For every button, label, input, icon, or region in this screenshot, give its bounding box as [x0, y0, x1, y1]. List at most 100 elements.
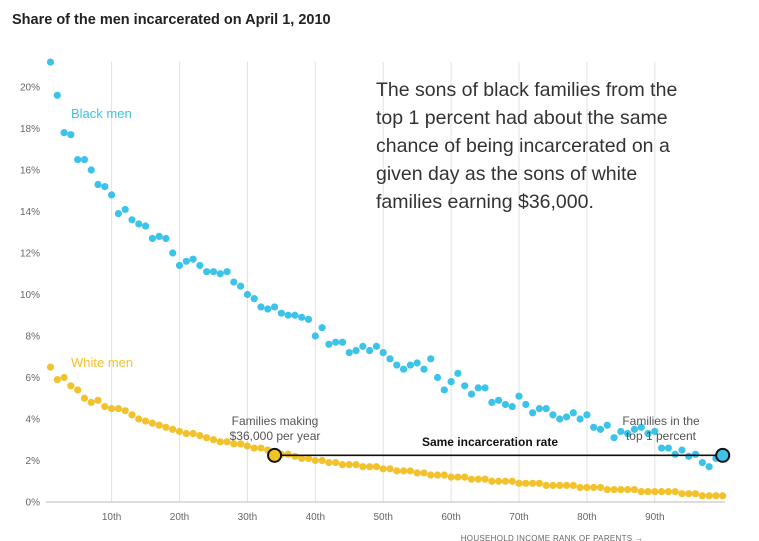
data-point	[630, 425, 639, 433]
main-annotation-line: top 1 percent had about the same	[376, 107, 668, 129]
data-point	[399, 365, 408, 373]
data-point	[495, 477, 503, 485]
x-tick-label: 40th	[306, 512, 325, 523]
x-tick-label: 80th	[577, 512, 596, 523]
data-point	[325, 458, 333, 467]
annotations: Black men White men Families making$36,000…	[71, 79, 731, 463]
marker-36000	[267, 447, 283, 463]
data-point	[114, 405, 122, 413]
data-point	[80, 156, 89, 164]
data-point	[189, 429, 197, 438]
y-tick-label: 10%	[20, 290, 40, 301]
data-point	[678, 490, 686, 498]
data-point	[94, 180, 102, 189]
data-point	[406, 467, 414, 475]
data-point	[495, 396, 503, 404]
data-point	[508, 402, 516, 411]
data-point	[250, 295, 258, 303]
y-tick-label: 6%	[26, 373, 41, 384]
data-point	[447, 378, 455, 386]
data-point	[698, 458, 706, 467]
data-point	[427, 355, 435, 363]
data-point	[658, 444, 666, 452]
data-point	[53, 375, 61, 384]
data-point	[427, 471, 435, 479]
data-point	[216, 438, 224, 446]
data-point	[569, 409, 577, 417]
main-annotation-line: chance of being incarcerated on a	[376, 135, 670, 157]
data-point	[685, 452, 693, 460]
data-point	[121, 407, 129, 415]
data-point	[311, 456, 319, 465]
data-point	[712, 492, 720, 500]
data-point	[433, 373, 442, 382]
data-point	[671, 450, 679, 458]
data-point	[298, 454, 306, 463]
x-tick-label: 50th	[373, 512, 392, 523]
data-point	[325, 340, 333, 348]
data-point	[522, 400, 530, 409]
data-point	[562, 481, 571, 489]
data-point	[230, 278, 238, 286]
series-label-black-men: Black men	[71, 106, 132, 121]
data-point	[644, 488, 652, 496]
data-point	[386, 465, 394, 473]
data-point	[257, 444, 265, 452]
series-white-men	[46, 363, 727, 500]
data-point	[243, 290, 252, 299]
data-point	[590, 423, 598, 431]
data-point	[562, 413, 571, 421]
data-point	[169, 425, 177, 433]
data-point	[155, 232, 163, 240]
data-point	[114, 209, 122, 218]
data-point	[542, 405, 550, 413]
x-tick-label: 20th	[170, 512, 189, 523]
data-point	[420, 469, 428, 477]
data-point	[46, 363, 55, 371]
data-point	[257, 303, 265, 311]
data-point	[60, 373, 68, 382]
data-point	[366, 463, 374, 471]
data-point	[583, 411, 591, 419]
data-point	[135, 220, 143, 228]
data-point	[481, 475, 489, 483]
data-point	[698, 492, 706, 500]
data-point	[304, 315, 313, 323]
data-point	[148, 234, 156, 243]
data-point	[121, 205, 129, 214]
data-point	[488, 477, 496, 485]
data-point	[67, 131, 75, 139]
data-point	[209, 268, 218, 276]
x-axis: 10th 20th 30th 40th 50th 60th 70th 80th 90th HOUS…	[102, 512, 665, 541]
data-point	[182, 429, 190, 438]
data-point	[542, 481, 550, 489]
note-top-1-line1: Families in the	[622, 414, 700, 428]
data-point	[624, 429, 632, 438]
data-point	[433, 471, 442, 479]
data-point	[196, 432, 204, 440]
data-point	[209, 436, 218, 444]
data-point	[237, 440, 245, 448]
data-point	[569, 481, 577, 489]
data-point	[155, 421, 163, 429]
x-axis-title: HOUSEHOLD INCOME RANK OF PARENTS →	[461, 534, 644, 541]
data-point	[108, 405, 116, 413]
data-point	[624, 485, 632, 494]
data-point	[74, 386, 82, 394]
data-point	[318, 456, 326, 465]
data-point	[522, 479, 530, 487]
note-families-36000-line1: Families making	[232, 414, 319, 428]
data-point	[175, 427, 184, 436]
data-point	[311, 332, 319, 340]
data-point	[447, 473, 455, 481]
data-point	[338, 461, 347, 469]
data-point	[141, 222, 150, 230]
data-point	[332, 338, 340, 346]
data-point	[94, 396, 102, 404]
data-point	[556, 481, 564, 489]
data-point	[610, 434, 618, 442]
data-point	[508, 477, 516, 485]
y-tick-label: 14%	[20, 207, 40, 218]
data-point	[576, 415, 584, 423]
data-point	[60, 129, 68, 137]
